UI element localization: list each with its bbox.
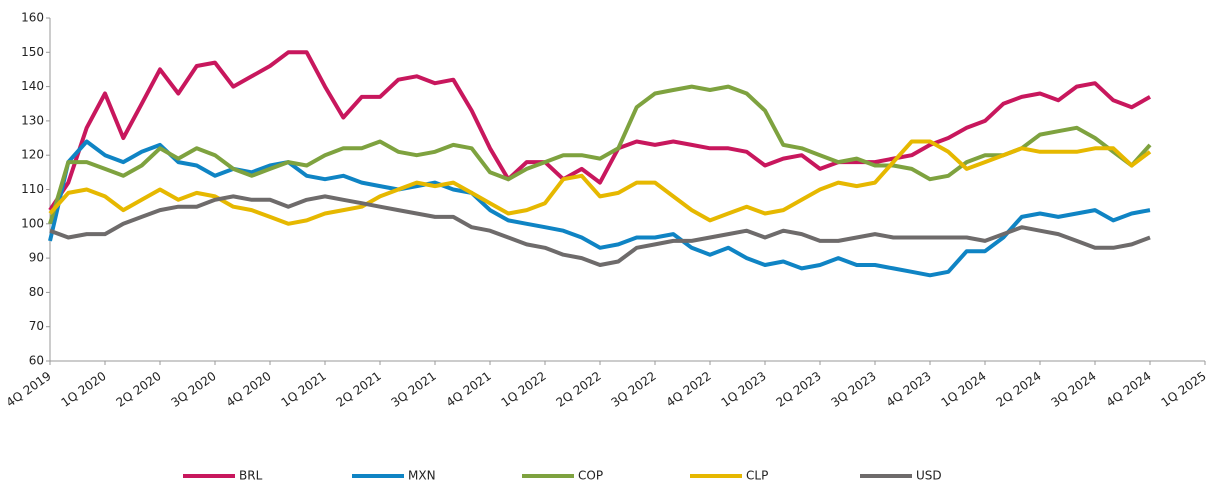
x-tick-label: 4Q 2023 (884, 369, 934, 410)
x-tick-label: 3Q 2023 (829, 369, 879, 410)
series-line (49, 194, 1151, 267)
x-tick-label: 1Q 2022 (499, 369, 549, 410)
series-line (48, 139, 1152, 226)
y-tick-label: 90 (29, 251, 44, 265)
x-tick-label: 4Q 2024 (1104, 369, 1154, 410)
y-tick-label: 80 (29, 285, 44, 299)
y-tick-label: 120 (21, 148, 44, 162)
legend-label: BRL (239, 469, 263, 483)
x-tick-label: 4Q 2020 (224, 369, 274, 410)
y-tick-label: 110 (21, 182, 44, 196)
x-tick-label: 3Q 2021 (389, 369, 439, 410)
series-line (48, 50, 1151, 212)
x-tick-label: 4Q 2019 (4, 369, 54, 410)
y-tick-label: 60 (29, 354, 44, 368)
legend-label: COP (578, 469, 603, 483)
x-tick-label: 2Q 2021 (334, 369, 384, 410)
series-line (48, 84, 1152, 225)
y-tick-label: 130 (21, 113, 44, 127)
x-tick-label: 1Q 2025 (1159, 369, 1209, 410)
x-tick-label: 4Q 2022 (664, 369, 714, 410)
x-tick-label: 2Q 2023 (774, 369, 824, 410)
legend-label: MXN (408, 469, 436, 483)
x-tick-label: 1Q 2023 (719, 369, 769, 410)
x-tick-label: 1Q 2021 (279, 369, 329, 410)
y-tick-label: 150 (21, 45, 44, 59)
legend-label: CLP (746, 469, 768, 483)
y-tick-label: 100 (21, 216, 44, 230)
x-tick-label: 3Q 2020 (169, 369, 219, 410)
x-tick-label: 1Q 2024 (939, 369, 989, 410)
y-tick-label: 160 (21, 11, 44, 25)
x-tick-label: 3Q 2022 (609, 369, 659, 410)
x-tick-label: 2Q 2020 (114, 369, 164, 410)
x-tick-label: 4Q 2021 (444, 369, 494, 410)
y-tick-label: 140 (21, 79, 44, 93)
x-tick-label: 3Q 2024 (1049, 369, 1099, 410)
x-tick-label: 1Q 2020 (59, 369, 109, 410)
x-tick-label: 2Q 2022 (554, 369, 604, 410)
y-tick-label: 70 (29, 319, 44, 333)
legend-label: USD (916, 469, 942, 483)
x-tick-label: 2Q 2024 (994, 369, 1044, 410)
